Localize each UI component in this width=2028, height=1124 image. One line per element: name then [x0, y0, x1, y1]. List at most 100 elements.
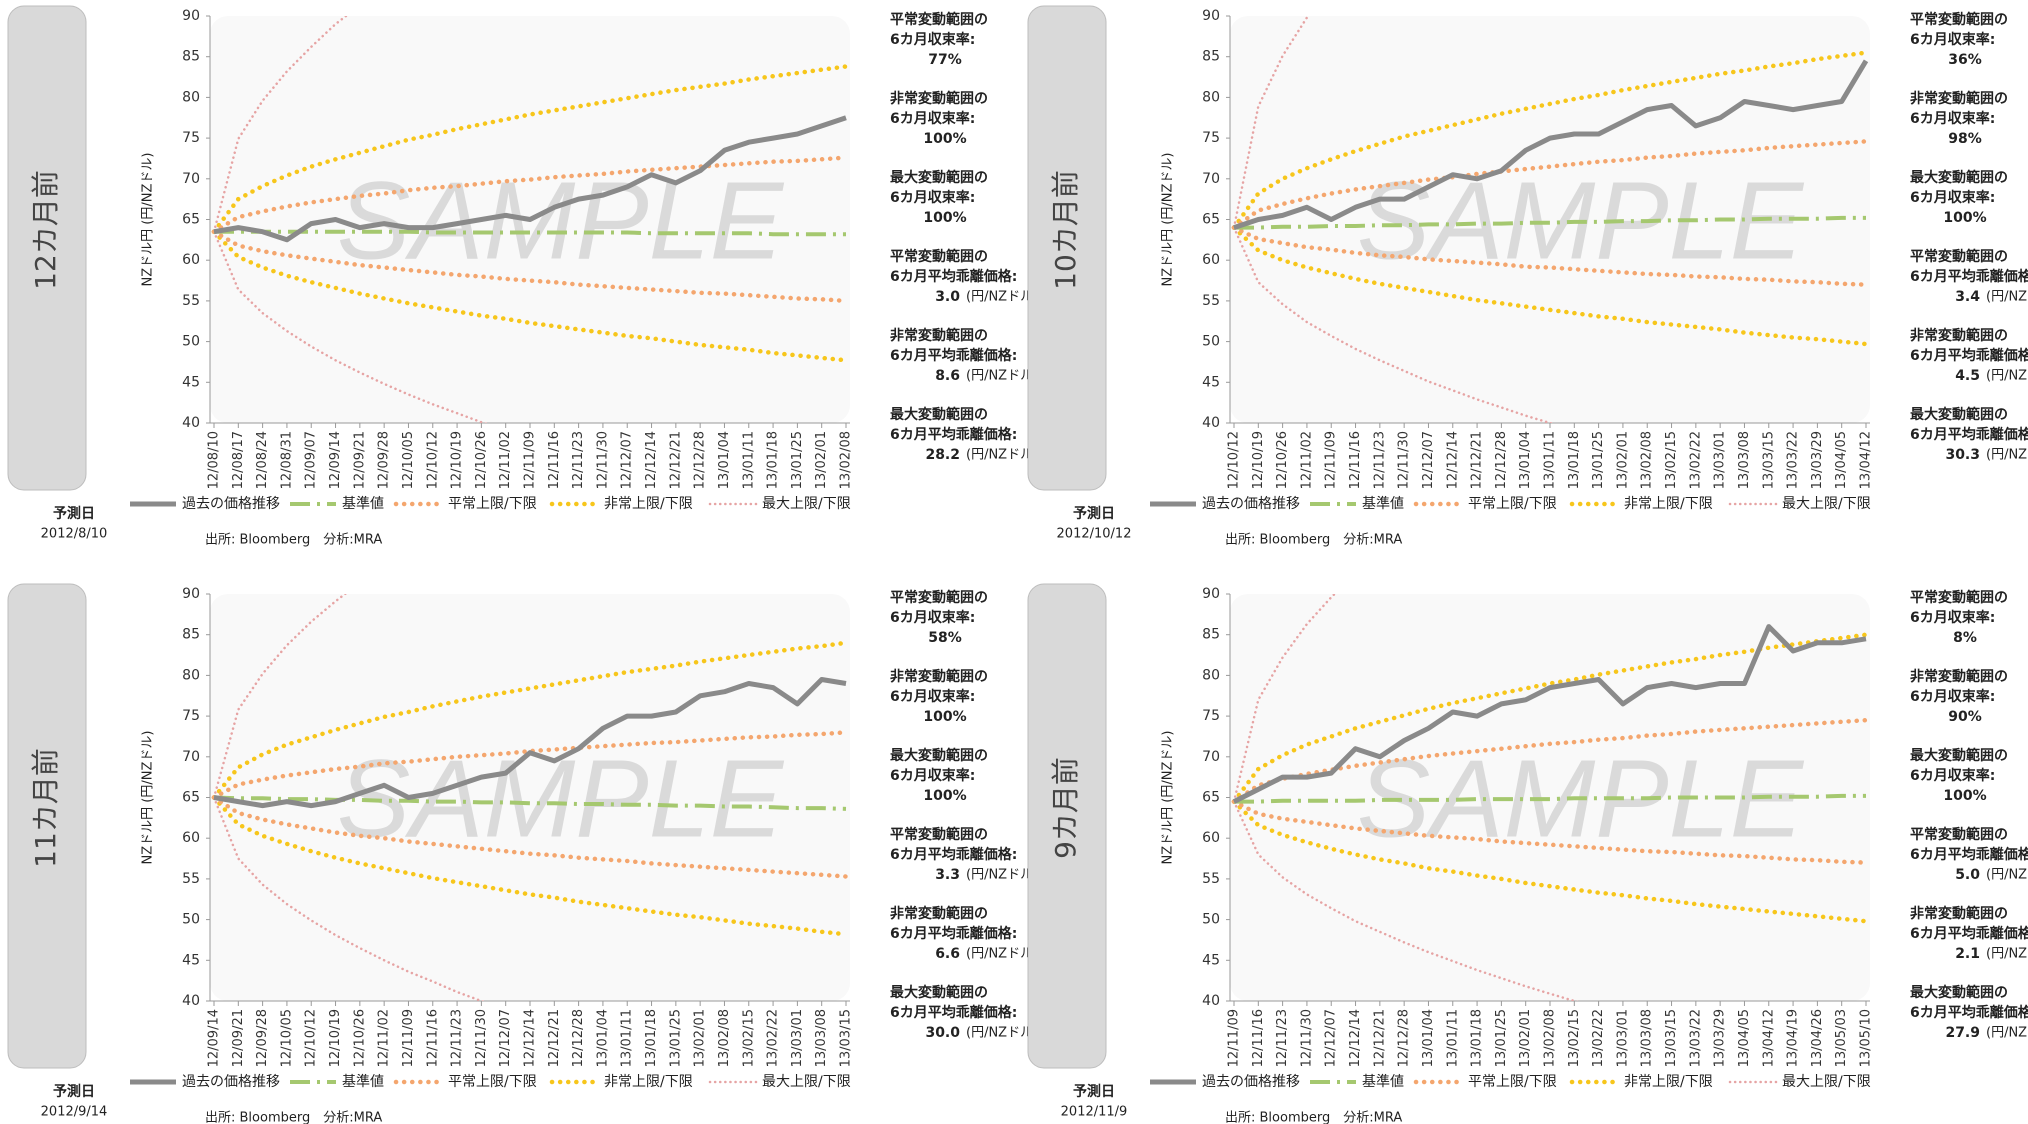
x-tick-label: 13/02/01	[693, 1009, 708, 1067]
series-line	[211, 64, 849, 234]
x-tick-label: 12/11/16	[1251, 1009, 1266, 1067]
legend-label: 最大上限/下限	[762, 1074, 851, 1090]
x-tick-label: 12/12/14	[523, 1009, 538, 1067]
y-tick-label: 55	[1202, 871, 1220, 887]
series-line	[212, 594, 348, 799]
x-tick-label: 12/11/02	[498, 431, 513, 489]
x-tick-label: 13/02/22	[1591, 1009, 1606, 1067]
stat-title: 非常変動範囲の	[1910, 90, 2008, 107]
x-tick-label: 12/09/14	[328, 431, 343, 489]
stat-title: 平常変動範囲の	[1910, 11, 2008, 28]
stat-value: 100%	[923, 210, 966, 226]
x-tick-label: 13/01/18	[766, 431, 781, 489]
series-line	[1231, 225, 1869, 347]
x-tick-label: 12/12/21	[1470, 431, 1485, 489]
y-tick-label: 50	[182, 912, 200, 928]
forecast-label: 予測日	[53, 505, 95, 522]
stat-label: 6カ月収束率:	[1910, 189, 1995, 206]
x-tick-label: 13/01/04	[595, 1009, 610, 1067]
series-line	[214, 229, 846, 237]
stat-label: 6カ月平均乖離価格:	[1910, 347, 2028, 364]
stat-label: 6カ月収束率:	[890, 31, 975, 48]
x-tick-label: 13/03/15	[1761, 431, 1776, 489]
y-tick-label: 60	[182, 252, 200, 268]
series-layer	[211, 16, 849, 423]
legend-label: 非常上限/下限	[604, 496, 693, 512]
legend-label: 過去の価格推移	[182, 496, 280, 512]
stat-value: 28.2	[925, 447, 960, 463]
side-box	[7, 583, 87, 1069]
stat-value: 100%	[923, 788, 966, 804]
y-tick-label: 50	[1202, 334, 1220, 350]
series-line	[1232, 16, 1310, 229]
stat-label: 6カ月平均乖離価格:	[890, 426, 1017, 443]
side-label: 11カ月前	[29, 748, 62, 868]
x-tick-label: 12/09/28	[255, 1009, 270, 1067]
x-tick-label: 12/10/12	[1227, 431, 1242, 489]
x-tick-label: 13/02/08	[1543, 1009, 1558, 1067]
stat-label: 6カ月平均乖離価格:	[1910, 426, 2028, 443]
x-tick-label: 13/03/01	[790, 1009, 805, 1067]
stat-value: 27.9	[1945, 1025, 1980, 1041]
x-tick-label: 13/03/15	[839, 1009, 854, 1067]
y-tick-label: 50	[1202, 912, 1220, 928]
x-tick-label: 12/11/02	[377, 1009, 392, 1067]
x-tick-label: 13/01/11	[1445, 1009, 1460, 1067]
y-tick-label: 85	[182, 627, 200, 643]
x-tick-label: 13/02/08	[717, 1009, 732, 1067]
series-line	[1231, 799, 1869, 924]
x-tick-label: 13/02/15	[741, 1009, 756, 1067]
legend-label: 平常上限/下限	[1468, 496, 1557, 512]
series-line	[213, 677, 847, 809]
y-axis-label: NZドル円 (円/NZドル)	[141, 731, 156, 865]
legend-label: 基準値	[1362, 1073, 1404, 1090]
y-tick-label: 75	[182, 130, 200, 146]
stat-value: 2.1	[1955, 946, 1980, 962]
watermark: SAMPLE	[337, 160, 785, 283]
side-label: 10カ月前	[1049, 170, 1082, 290]
y-tick-label: 40	[1202, 993, 1220, 1009]
y-tick-label: 85	[182, 49, 200, 65]
y-tick-label: 65	[1202, 790, 1220, 806]
x-tick-label: 13/01/11	[741, 431, 756, 489]
y-tick-label: 80	[182, 89, 200, 105]
stat-label: 6カ月平均乖離価格:	[1910, 268, 2028, 285]
stat-title: 非常変動範囲の	[1910, 668, 2008, 685]
stat-value: 98%	[1948, 131, 1982, 147]
series-line	[1232, 800, 1579, 1001]
y-tick-label: 80	[1202, 89, 1220, 105]
stat-value: 5.0	[1955, 867, 1980, 883]
y-tick-label: 70	[1202, 171, 1220, 187]
forecast-label: 予測日	[1073, 505, 1115, 522]
x-tick-label: 12/09/21	[352, 431, 367, 489]
stat-label: 6カ月平均乖離価格:	[890, 925, 1017, 942]
y-tick-label: 90	[1202, 586, 1220, 602]
series-line	[1232, 624, 1867, 804]
series-line	[211, 155, 849, 234]
source-note: 出所: Bloomberg 分析:MRA	[205, 533, 382, 548]
plot-area	[1230, 594, 1870, 1001]
y-tick-label: 50	[182, 334, 200, 350]
x-tick-label: 13/01/25	[668, 1009, 683, 1067]
stat-title: 平常変動範囲の	[890, 826, 988, 843]
y-tick-label: 55	[182, 871, 200, 887]
series-line	[211, 730, 849, 800]
x-tick-label: 13/02/22	[1688, 431, 1703, 489]
stat-label: 6カ月収束率:	[1910, 31, 1995, 48]
y-tick-label: 45	[1202, 952, 1220, 968]
x-tick-label: 13/01/04	[1518, 431, 1533, 489]
x-tick-label: 13/01/18	[644, 1009, 659, 1067]
x-tick-label: 13/05/03	[1834, 1009, 1849, 1067]
stat-label: 6カ月平均乖離価格:	[1910, 1004, 2028, 1021]
x-tick-label: 13/02/08	[839, 431, 854, 489]
stat-title: 非常変動範囲の	[890, 90, 988, 107]
x-tick-label: 12/12/07	[1324, 1009, 1339, 1067]
x-tick-label: 13/03/15	[1664, 1009, 1679, 1067]
legend-label: 過去の価格推移	[1202, 1074, 1300, 1090]
x-tick-label: 12/12/14	[1348, 1009, 1363, 1067]
x-tick-label: 12/10/26	[1275, 431, 1290, 489]
y-tick-label: 60	[1202, 830, 1220, 846]
x-tick-label: 13/03/01	[1713, 431, 1728, 489]
stat-title: 非常変動範囲の	[890, 668, 988, 685]
